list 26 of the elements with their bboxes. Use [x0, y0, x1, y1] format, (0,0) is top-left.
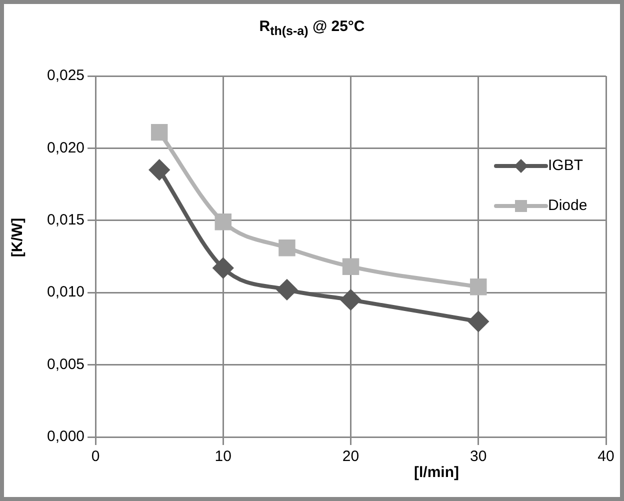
x-tick-label: 40 [598, 448, 614, 466]
point [213, 258, 234, 278]
point [214, 213, 232, 230]
y-tick-label: 0,010 [46, 284, 85, 301]
y-tick-label: 0,015 [46, 212, 85, 229]
y-tick-label: 0,005 [46, 356, 85, 373]
x-tick-label: 0 [91, 448, 100, 466]
x-axis-title: [l/min] [414, 464, 459, 481]
y-axis-title: [K/W] [9, 218, 26, 258]
point [149, 160, 170, 180]
legend-label: Diode [548, 197, 588, 214]
point [340, 290, 361, 310]
point [278, 239, 296, 256]
x-tick-label: 30 [470, 448, 487, 466]
y-tick-label: 0,025 [46, 67, 85, 84]
x-tick-label: 10 [214, 448, 232, 466]
x-tick-label: 20 [342, 448, 360, 466]
point [276, 280, 297, 300]
y-tick-label: 0,020 [46, 139, 85, 156]
point [468, 311, 488, 332]
y-tick-label: 0,000 [46, 428, 85, 446]
point [150, 124, 168, 141]
legend-label: IGBT [548, 157, 584, 174]
chart-title: R$_{th(s-a)}$ @ 25°C [258, 18, 366, 38]
point [342, 258, 360, 275]
point [470, 278, 487, 296]
